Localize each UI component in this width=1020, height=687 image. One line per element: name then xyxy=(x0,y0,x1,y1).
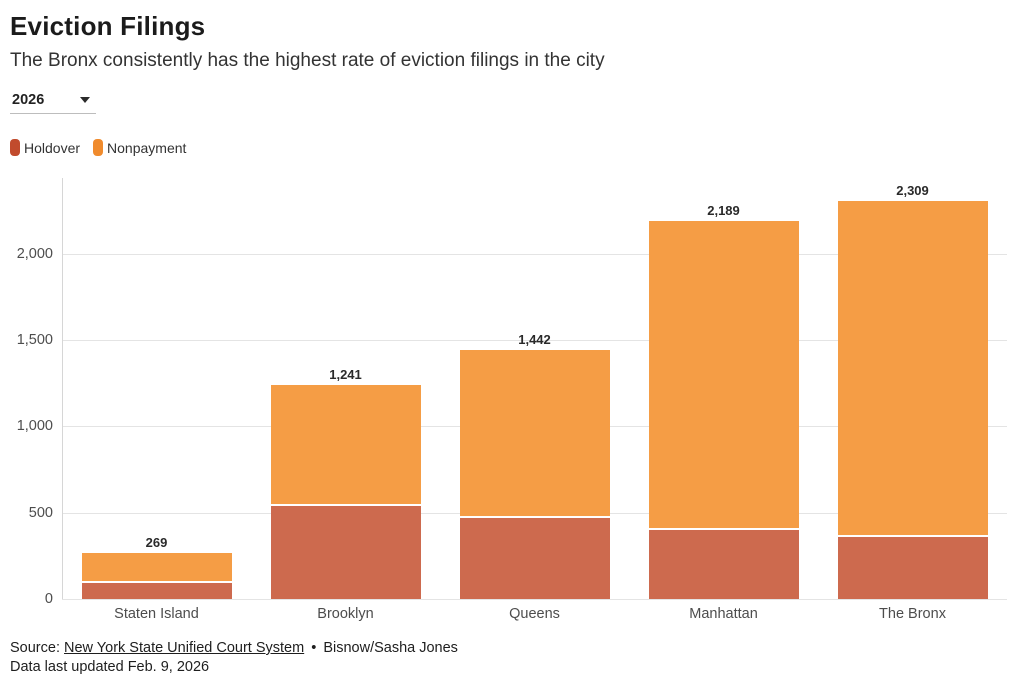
year-select[interactable]: 2026 xyxy=(10,90,96,114)
y-axis-tick-label: 1,500 xyxy=(16,332,53,349)
legend-item-nonpayment[interactable]: Nonpayment xyxy=(93,139,186,156)
source-prefix: Source: xyxy=(10,640,60,656)
x-axis-category-label: Brooklyn xyxy=(317,606,374,622)
chart-title: Eviction Filings xyxy=(10,11,206,41)
bar-total-label: 269 xyxy=(145,535,168,550)
bar-segment-nonpayment[interactable] xyxy=(81,553,232,581)
gridline xyxy=(62,340,1007,342)
legend-item-holdover[interactable]: Holdover xyxy=(10,139,80,156)
chevron-down-icon xyxy=(80,96,90,103)
x-axis-category-label: The Bronx xyxy=(879,606,946,622)
bar-segment-nonpayment[interactable] xyxy=(837,201,988,535)
chart-subtitle: The Bronx consistently has the highest r… xyxy=(10,50,605,71)
y-axis-tick-label: 500 xyxy=(28,504,53,521)
bar-total-label: 2,309 xyxy=(896,183,929,198)
x-axis-category-label: Manhattan xyxy=(689,606,758,622)
x-axis-category-label: Queens xyxy=(509,606,560,622)
legend-label: Holdover xyxy=(24,139,81,156)
bar-total-label: 2,189 xyxy=(707,203,740,218)
bar-total-label: 1,241 xyxy=(329,367,362,382)
legend: Holdover Nonpayment xyxy=(10,139,186,156)
bar-segment-holdover[interactable] xyxy=(81,583,232,599)
holdover-swatch-icon xyxy=(10,139,20,156)
byline: Bisnow/Sasha Jones xyxy=(323,640,458,656)
chart-footer: Source: New York State Unified Court Sys… xyxy=(10,639,458,677)
y-axis-tick-label: 1,000 xyxy=(16,418,53,435)
y-axis-tick-label: 2,000 xyxy=(16,245,53,262)
bar-segment-holdover[interactable] xyxy=(459,518,610,599)
year-select-value: 2026 xyxy=(12,91,45,108)
bar-segment-holdover[interactable] xyxy=(648,530,799,599)
x-axis-category-label: Staten Island xyxy=(114,606,199,622)
bar-segment-nonpayment[interactable] xyxy=(648,221,799,528)
bar-segment-nonpayment[interactable] xyxy=(459,350,610,516)
source-line: Source: New York State Unified Court Sys… xyxy=(10,639,458,658)
bullet-separator: • xyxy=(311,640,317,656)
bar-total-label: 1,442 xyxy=(518,332,551,347)
updated-line: Data last updated Feb. 9, 2026 xyxy=(10,659,210,675)
bar-segment-holdover[interactable] xyxy=(270,506,421,599)
bar-segment-holdover[interactable] xyxy=(837,537,988,599)
y-axis-line xyxy=(62,178,63,599)
y-axis-tick-label: 0 xyxy=(44,591,53,607)
source-link[interactable]: New York State Unified Court System xyxy=(64,640,305,656)
nonpayment-swatch-icon xyxy=(93,139,104,156)
legend-label: Nonpayment xyxy=(107,139,187,156)
bar-segment-nonpayment[interactable] xyxy=(270,385,421,504)
gridline xyxy=(62,599,1007,600)
gridline xyxy=(62,253,1007,255)
